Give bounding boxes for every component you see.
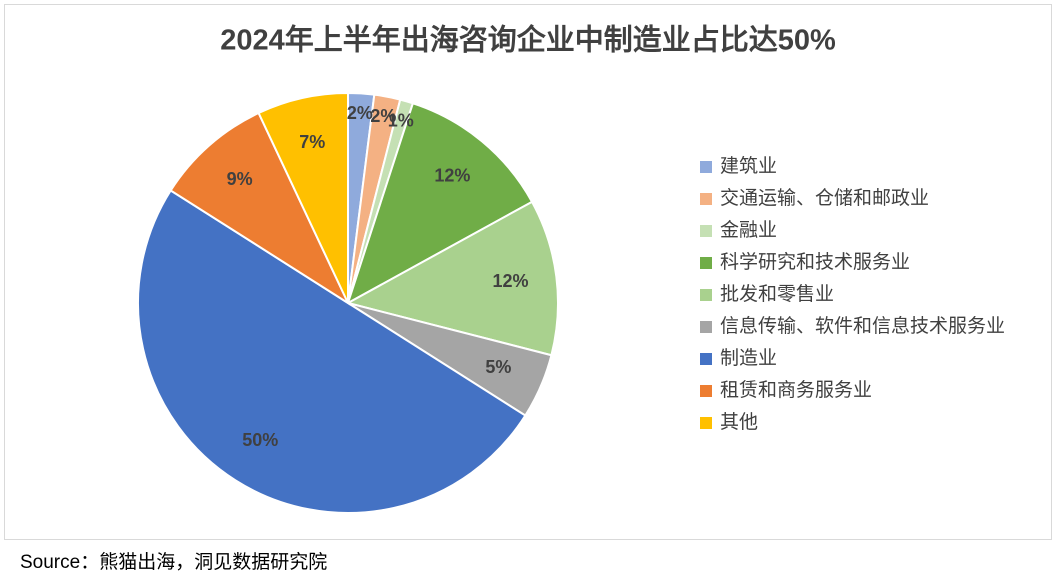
legend-label: 交通运输、仓储和邮政业 [720,187,929,209]
data-label: 9% [227,169,253,189]
source: Source：熊猫出海，洞见数据研究院 [20,551,327,573]
data-label: 12% [492,271,528,291]
data-label: 7% [299,132,325,152]
legend-label: 建筑业 [720,155,777,177]
legend-label: 信息传输、软件和信息技术服务业 [720,315,1005,337]
legend-swatch [700,321,712,333]
data-label: 12% [434,166,470,186]
legend-swatch [700,385,712,397]
legend-swatch [700,289,712,301]
pie-slice [346,102,534,306]
chart-title: 2024年上半年出海咨询企业中制造业占比达50% [220,23,836,57]
legend-swatch [700,353,712,365]
legend-swatch [700,257,712,269]
legend-label: 批发和零售业 [720,283,834,305]
pie-slice [345,200,559,357]
data-label: 2% [347,103,373,123]
legend-swatch [700,161,712,173]
pie-slice [257,91,349,304]
data-label: 50% [242,430,278,450]
data-label: 5% [485,357,511,377]
pie-slice [169,111,351,306]
legend-swatch [700,225,712,237]
legend-label: 其他 [720,411,758,433]
legend-label: 金融业 [720,219,777,241]
legend-swatch [700,193,712,205]
data-label: 1% [388,110,414,130]
pie-slice [137,189,527,514]
legend-label: 租赁和商务服务业 [720,379,872,401]
legend-label: 科学研究和技术服务业 [720,251,910,273]
data-label: 2% [370,106,396,126]
legend-label: 制造业 [720,347,777,369]
legend-swatch [700,417,712,429]
